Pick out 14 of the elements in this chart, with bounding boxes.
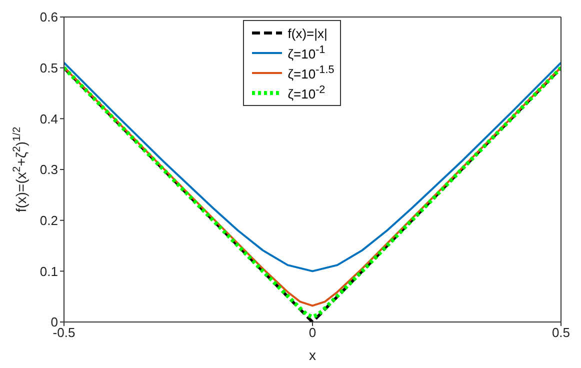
line-series bbox=[64, 62, 561, 272]
x-axis-title: x bbox=[309, 347, 316, 363]
y-tick-label: 0.3 bbox=[40, 162, 58, 178]
legend-label: ζ=10$^{-1}$ bbox=[288, 44, 326, 62]
y-tick-label: 0.5 bbox=[40, 60, 58, 76]
y-tick-label: 0.2 bbox=[40, 212, 58, 228]
x-tick-label: 0.5 bbox=[552, 325, 570, 340]
x-tick-label: 0 bbox=[308, 325, 316, 340]
legend-label: ζ=10$^{-2}$ bbox=[288, 84, 326, 102]
legend-label: ζ=10$^{-1.5}$ bbox=[288, 64, 334, 82]
y-tick-label: 0.4 bbox=[40, 111, 58, 126]
y-tick-label: 0.1 bbox=[40, 264, 58, 279]
legend-label: f(x)=|x| bbox=[288, 26, 328, 40]
y-tick-label: 0.6 bbox=[40, 10, 58, 25]
